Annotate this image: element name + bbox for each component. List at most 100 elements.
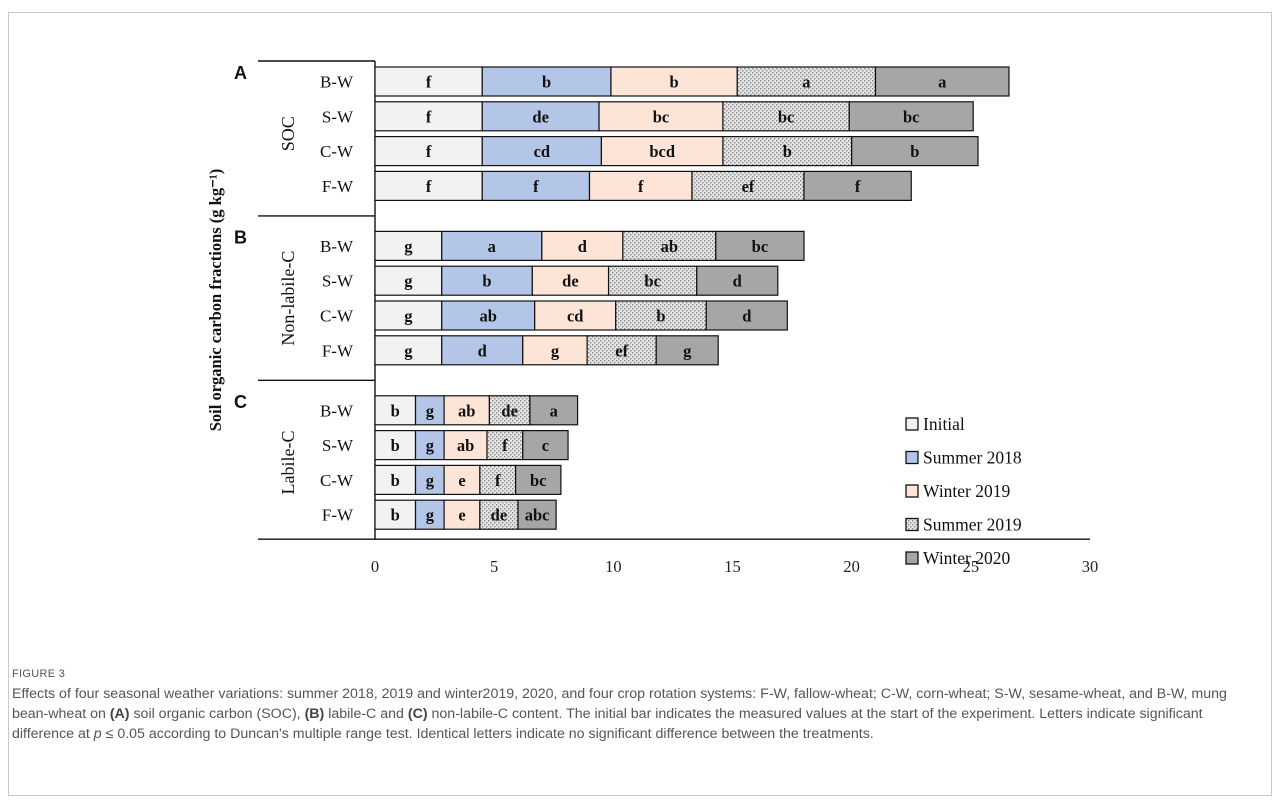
bar-segment [515, 464, 562, 495]
figure-caption: Effects of four seasonal weather variati… [12, 684, 1252, 744]
significance-letter: de [491, 506, 508, 525]
bar-segment [534, 300, 617, 331]
stacked-bar-chart: SOC A Non-labile-C B Labile-C C B-W S-W C-W F-W B… [206, 60, 1099, 576]
significance-letter: d [742, 307, 751, 326]
significance-letter: f [855, 177, 861, 196]
significance-letter: b [391, 471, 400, 490]
significance-letter: bc [653, 107, 670, 126]
significance-letter: b [656, 307, 665, 326]
bar-segment [414, 395, 445, 426]
bar-segment [803, 170, 912, 201]
category-label: F-W [322, 506, 354, 525]
significance-letter: bcd [649, 142, 675, 161]
figure-label: FIGURE 3 [12, 668, 66, 680]
caption-part: labile-C and [324, 706, 408, 722]
significance-letter: a [802, 73, 810, 92]
legend-swatch [905, 417, 919, 431]
significance-letter: f [495, 471, 501, 490]
significance-letter: b [391, 401, 400, 420]
bar-segment [479, 464, 517, 495]
significance-letter: g [426, 471, 435, 490]
significance-letter: b [542, 73, 551, 92]
bar-segment [441, 265, 533, 296]
bar-segment [488, 395, 531, 426]
bar-segment [655, 335, 719, 366]
bar-segment [696, 265, 779, 296]
category-label: C-W [320, 307, 354, 326]
x-tick-label: 15 [724, 557, 741, 576]
significance-letter: cd [567, 307, 584, 326]
x-tick-label: 10 [605, 557, 622, 576]
category-label: S-W [322, 107, 354, 126]
caption-p-variable: p [93, 726, 102, 742]
bar-segment [848, 101, 974, 132]
significance-letter: e [458, 471, 465, 490]
significance-letter: b [391, 506, 400, 525]
bar-segment [705, 300, 788, 331]
caption-ref-c: (C) [407, 706, 428, 722]
bar-segment [722, 101, 850, 132]
significance-letter: g [426, 401, 435, 420]
significance-letter: g [404, 307, 413, 326]
significance-letter: ab [458, 401, 475, 420]
x-tick-label: 0 [371, 557, 379, 576]
significance-letter: d [733, 272, 742, 291]
significance-letter: bc [530, 471, 547, 490]
bar-segment [522, 430, 569, 461]
bar-segment [374, 230, 443, 261]
legend-swatch [905, 551, 919, 565]
significance-letter: f [638, 177, 644, 196]
significance-letter: bc [644, 272, 661, 291]
significance-letter: g [426, 506, 435, 525]
significance-letter: f [533, 177, 539, 196]
legend-swatch [905, 450, 919, 465]
significance-letter: cd [534, 142, 551, 161]
bar-segment [441, 335, 524, 366]
significance-letter: a [938, 73, 946, 92]
bar-segment [374, 170, 483, 201]
bar-segment [529, 395, 579, 426]
bar-segment [607, 265, 698, 296]
panel-label: A [234, 63, 247, 83]
legend-label: Initial [923, 414, 965, 434]
category-label: F-W [322, 341, 354, 360]
significance-letter: g [404, 341, 413, 360]
bar-segment [851, 136, 979, 167]
bar-segment [414, 464, 445, 495]
bar-segment [522, 335, 588, 366]
bar-segment [374, 136, 483, 167]
bar-segment [441, 300, 536, 331]
bar-segment [600, 136, 724, 167]
significance-letter: bc [903, 107, 920, 126]
group-label: Labile-C [278, 431, 298, 495]
bar-segment [517, 499, 557, 530]
significance-letter: ab [479, 307, 496, 326]
category-label: S-W [322, 436, 354, 455]
significance-letter: f [426, 142, 432, 161]
legend-label: Summer 2019 [923, 515, 1022, 535]
significance-letter: d [478, 341, 487, 360]
category-label: B-W [320, 237, 354, 256]
bar-segment [374, 66, 483, 97]
significance-letter: b [482, 272, 491, 291]
caption-part: Effects of four seasonal weather variati… [12, 686, 1227, 722]
bar-segment [374, 430, 417, 461]
category-label: S-W [322, 272, 354, 291]
bar-segment [374, 335, 443, 366]
significance-letter: abc [525, 506, 550, 525]
bar-segment [374, 300, 443, 331]
caption-ref-a: (A) [109, 706, 130, 722]
bar-segment [588, 170, 693, 201]
x-tick-label: 5 [490, 557, 498, 576]
category-label: C-W [320, 142, 354, 161]
significance-letter: d [578, 237, 587, 256]
significance-letter: de [532, 107, 549, 126]
bar-segment [481, 66, 612, 97]
significance-letter: b [910, 142, 919, 161]
category-label: F-W [322, 177, 354, 196]
bar-segment [610, 66, 738, 97]
x-tick-label: 30 [1082, 557, 1099, 576]
significance-letter: bc [778, 107, 795, 126]
significance-letter: ab [457, 436, 474, 455]
bar-segment [715, 230, 805, 261]
